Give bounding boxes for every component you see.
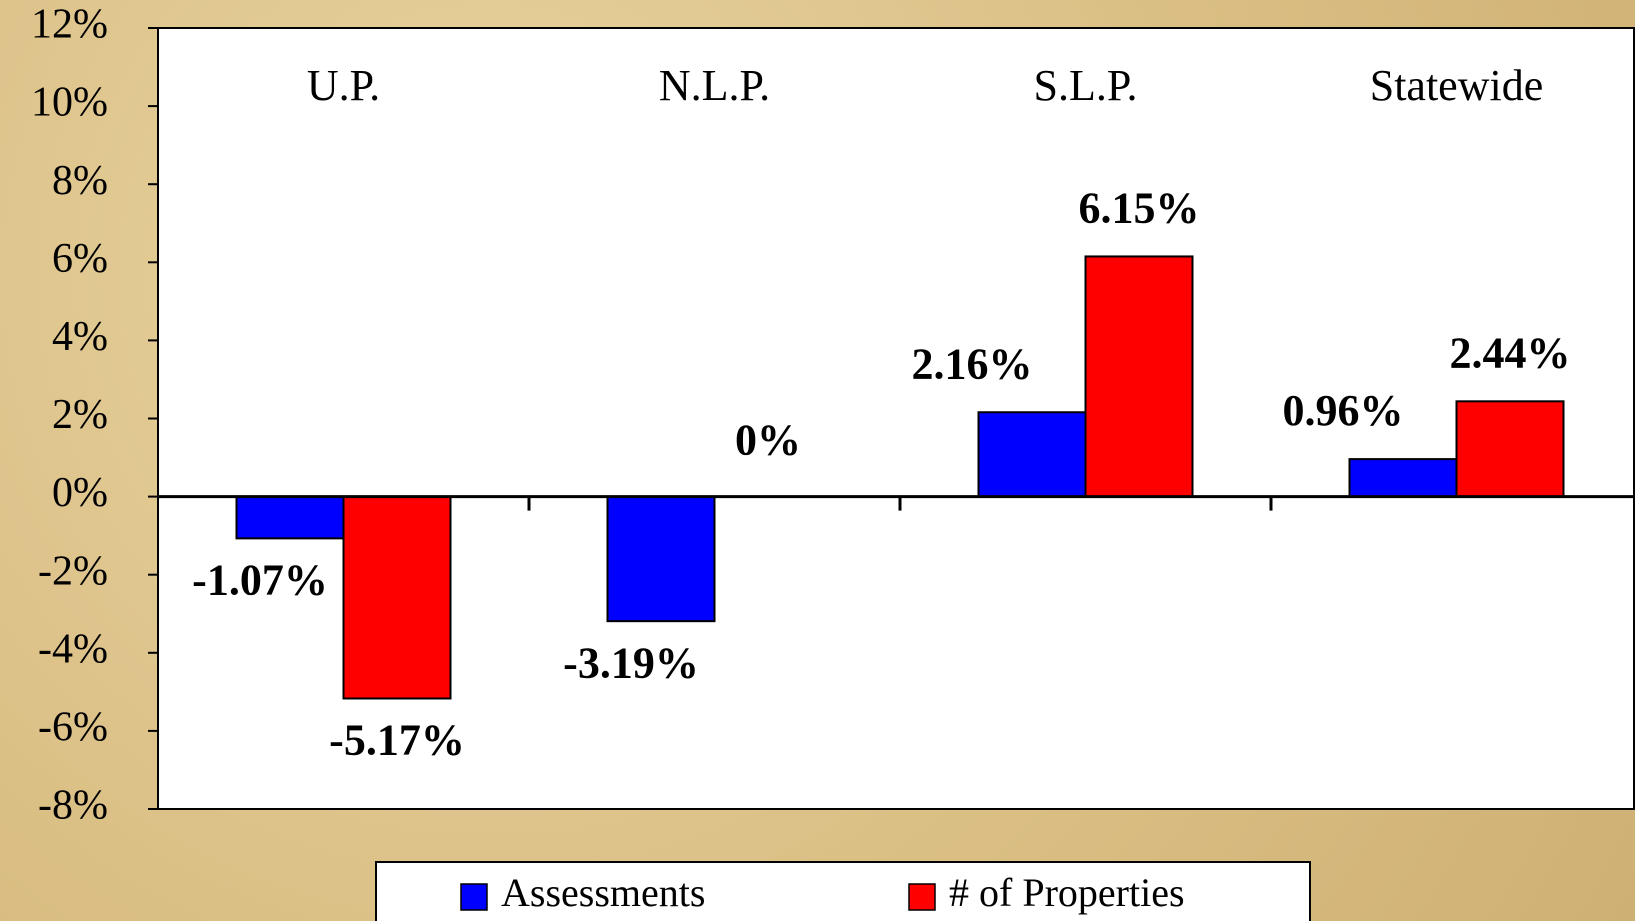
bar [1455, 400, 1565, 498]
y-tick-label: 0% [52, 470, 108, 516]
bar [1348, 458, 1458, 498]
y-tick-label: 8% [52, 158, 108, 204]
y-tick-label: 4% [52, 314, 108, 360]
y-tick-label: -8% [38, 783, 108, 829]
data-label: -3.19% [563, 638, 699, 687]
category-label: S.L.P. [1034, 61, 1138, 110]
data-label: -5.17% [329, 716, 465, 765]
y-tick-label: -6% [38, 705, 108, 751]
bar [235, 495, 345, 540]
y-tick-label: 6% [52, 236, 108, 282]
y-tick-label: 10% [31, 80, 108, 126]
data-label: 2.44% [1450, 328, 1571, 377]
bar [342, 495, 452, 700]
y-tick-label: -4% [38, 626, 108, 672]
y-tick-label: 2% [52, 392, 108, 438]
data-label: 2.16% [912, 339, 1033, 388]
legend-label: # of Properties [949, 870, 1185, 915]
legend-label: Assessments [501, 870, 705, 915]
y-tick-label: -2% [38, 548, 108, 594]
y-tick-label: 12% [31, 2, 108, 48]
legend-box [375, 861, 1311, 921]
legend-swatch [908, 883, 936, 911]
data-label: -1.07% [192, 555, 328, 604]
bar [606, 495, 716, 623]
category-label: U.P. [307, 61, 380, 110]
data-label: 0% [735, 416, 801, 465]
category-label: N.L.P. [659, 61, 770, 110]
legend-swatch [460, 883, 488, 911]
bar [1084, 255, 1194, 498]
data-label: 0.96% [1283, 386, 1404, 435]
category-label: Statewide [1370, 61, 1544, 110]
data-label: 6.15% [1079, 184, 1200, 233]
bar [977, 411, 1087, 498]
